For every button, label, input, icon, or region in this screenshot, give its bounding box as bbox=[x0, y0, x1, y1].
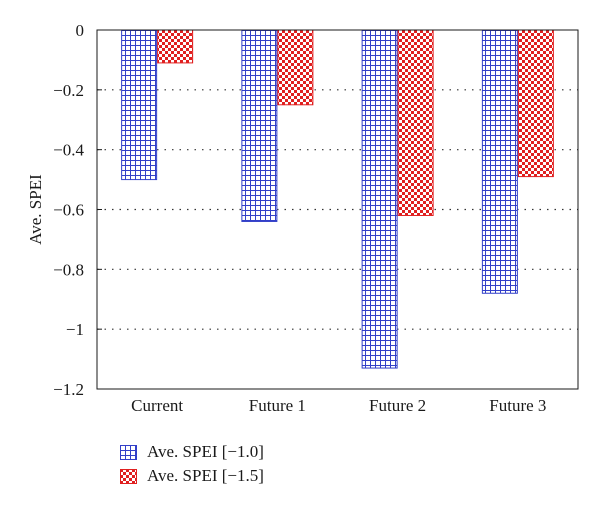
bar-series-1-current bbox=[121, 29, 158, 181]
legend: Ave. SPEI [−1.0] Ave. SPEI [−1.5] bbox=[120, 440, 264, 488]
bar-series-1-future-1 bbox=[241, 29, 278, 222]
y-tick-label: −0.4 bbox=[53, 141, 84, 160]
x-tick-label: Current bbox=[131, 396, 183, 415]
legend-swatch-checker bbox=[120, 468, 137, 484]
y-axis-title: Ave. SPEI bbox=[26, 174, 45, 245]
x-tick-label: Future 3 bbox=[489, 396, 546, 415]
bar-series-2-future-3 bbox=[517, 29, 554, 178]
bar-series-2-future-1 bbox=[277, 29, 314, 106]
gridlines bbox=[97, 89, 578, 330]
x-tick-label: Future 1 bbox=[249, 396, 306, 415]
legend-label-series-1: Ave. SPEI [−1.0] bbox=[147, 442, 264, 461]
bar-chart: 0 −0.2 −0.4 −0.6 −0.8 −1 −1.2 Current Future 1 F… bbox=[26, 21, 579, 415]
legend-label-series-2: Ave. SPEI [−1.5] bbox=[147, 466, 264, 485]
y-axis: 0 −0.2 −0.4 −0.6 −0.8 −1 −1.2 bbox=[53, 21, 102, 399]
legend-item-series-1: Ave. SPEI [−1.0] bbox=[120, 440, 264, 464]
bar-series-1-future-2 bbox=[361, 29, 398, 369]
y-tick-label: −0.2 bbox=[53, 81, 84, 100]
x-tick-label: Future 2 bbox=[369, 396, 426, 415]
y-tick-label: −0.8 bbox=[53, 260, 84, 279]
y-tick-label: 0 bbox=[76, 21, 85, 40]
bar-series-1-future-3 bbox=[481, 29, 518, 294]
bar-series-2-current bbox=[157, 29, 194, 64]
legend-swatch-grid bbox=[120, 444, 137, 460]
y-tick-label: −0.6 bbox=[53, 201, 84, 220]
x-axis: Current Future 1 Future 2 Future 3 bbox=[131, 396, 546, 415]
y-tick-label: −1 bbox=[66, 320, 84, 339]
bars bbox=[121, 29, 554, 369]
y-tick-label: −1.2 bbox=[53, 380, 84, 399]
bar-series-2-future-2 bbox=[397, 29, 434, 216]
legend-item-series-2: Ave. SPEI [−1.5] bbox=[120, 464, 264, 488]
